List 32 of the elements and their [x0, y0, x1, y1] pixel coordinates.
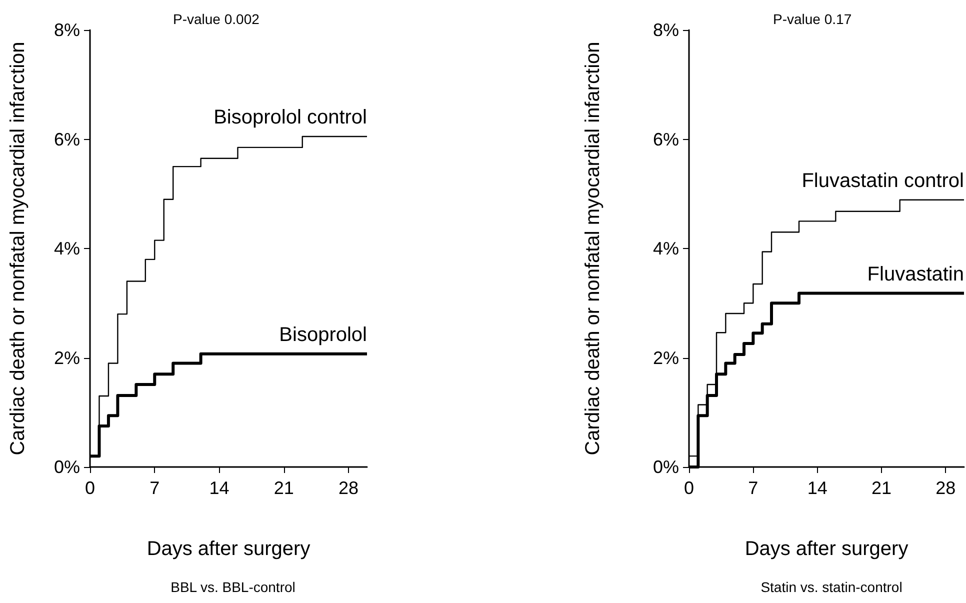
- y-tick-label: 0%: [54, 457, 80, 477]
- y-tick-label: 6%: [652, 129, 679, 150]
- x-tick-label: 28: [936, 478, 956, 498]
- y-tick-label: 2%: [652, 348, 679, 368]
- y-tick-label: 6%: [54, 129, 80, 150]
- text: P-value 0.17: [773, 11, 852, 27]
- x-tick-label: 7: [748, 478, 758, 498]
- x-tick-label: 14: [209, 478, 230, 498]
- y-tick-label: 0%: [652, 457, 679, 477]
- x-tick-label: 21: [274, 478, 294, 498]
- y-tick-label: 4%: [54, 238, 80, 258]
- x-tick-label: 0: [684, 478, 694, 498]
- y-tick-label: 8%: [652, 20, 679, 40]
- x-tick-label: 21: [871, 478, 892, 498]
- x-axis-title: Days after surgery: [744, 538, 908, 560]
- y-axis-title: Cardiac death or nonfatal myocardial infarction: [582, 42, 604, 456]
- y-axis-title: Cardiac death or nonfatal myocardial infarction: [7, 42, 29, 456]
- y-tick-label: 2%: [54, 348, 80, 368]
- series-label: Fluvastatin control: [802, 170, 964, 192]
- text: BBL vs. BBL-control: [170, 579, 296, 595]
- x-tick-label: 7: [150, 478, 160, 498]
- series-label: Bisoprolol control: [214, 106, 367, 129]
- x-tick-label: 14: [807, 478, 828, 498]
- y-tick-label: 4%: [652, 238, 679, 258]
- text: P-value 0.002: [173, 11, 260, 27]
- series-label: Fluvastatin: [867, 263, 964, 286]
- y-tick-label: 8%: [54, 20, 80, 40]
- series-label: Bisoprolol: [279, 324, 367, 346]
- x-tick-label: 0: [84, 478, 96, 498]
- text: Statin vs. statin-control: [760, 579, 902, 595]
- x-axis-title: Days after surgery: [146, 538, 310, 560]
- x-tick-label: 28: [338, 478, 359, 498]
